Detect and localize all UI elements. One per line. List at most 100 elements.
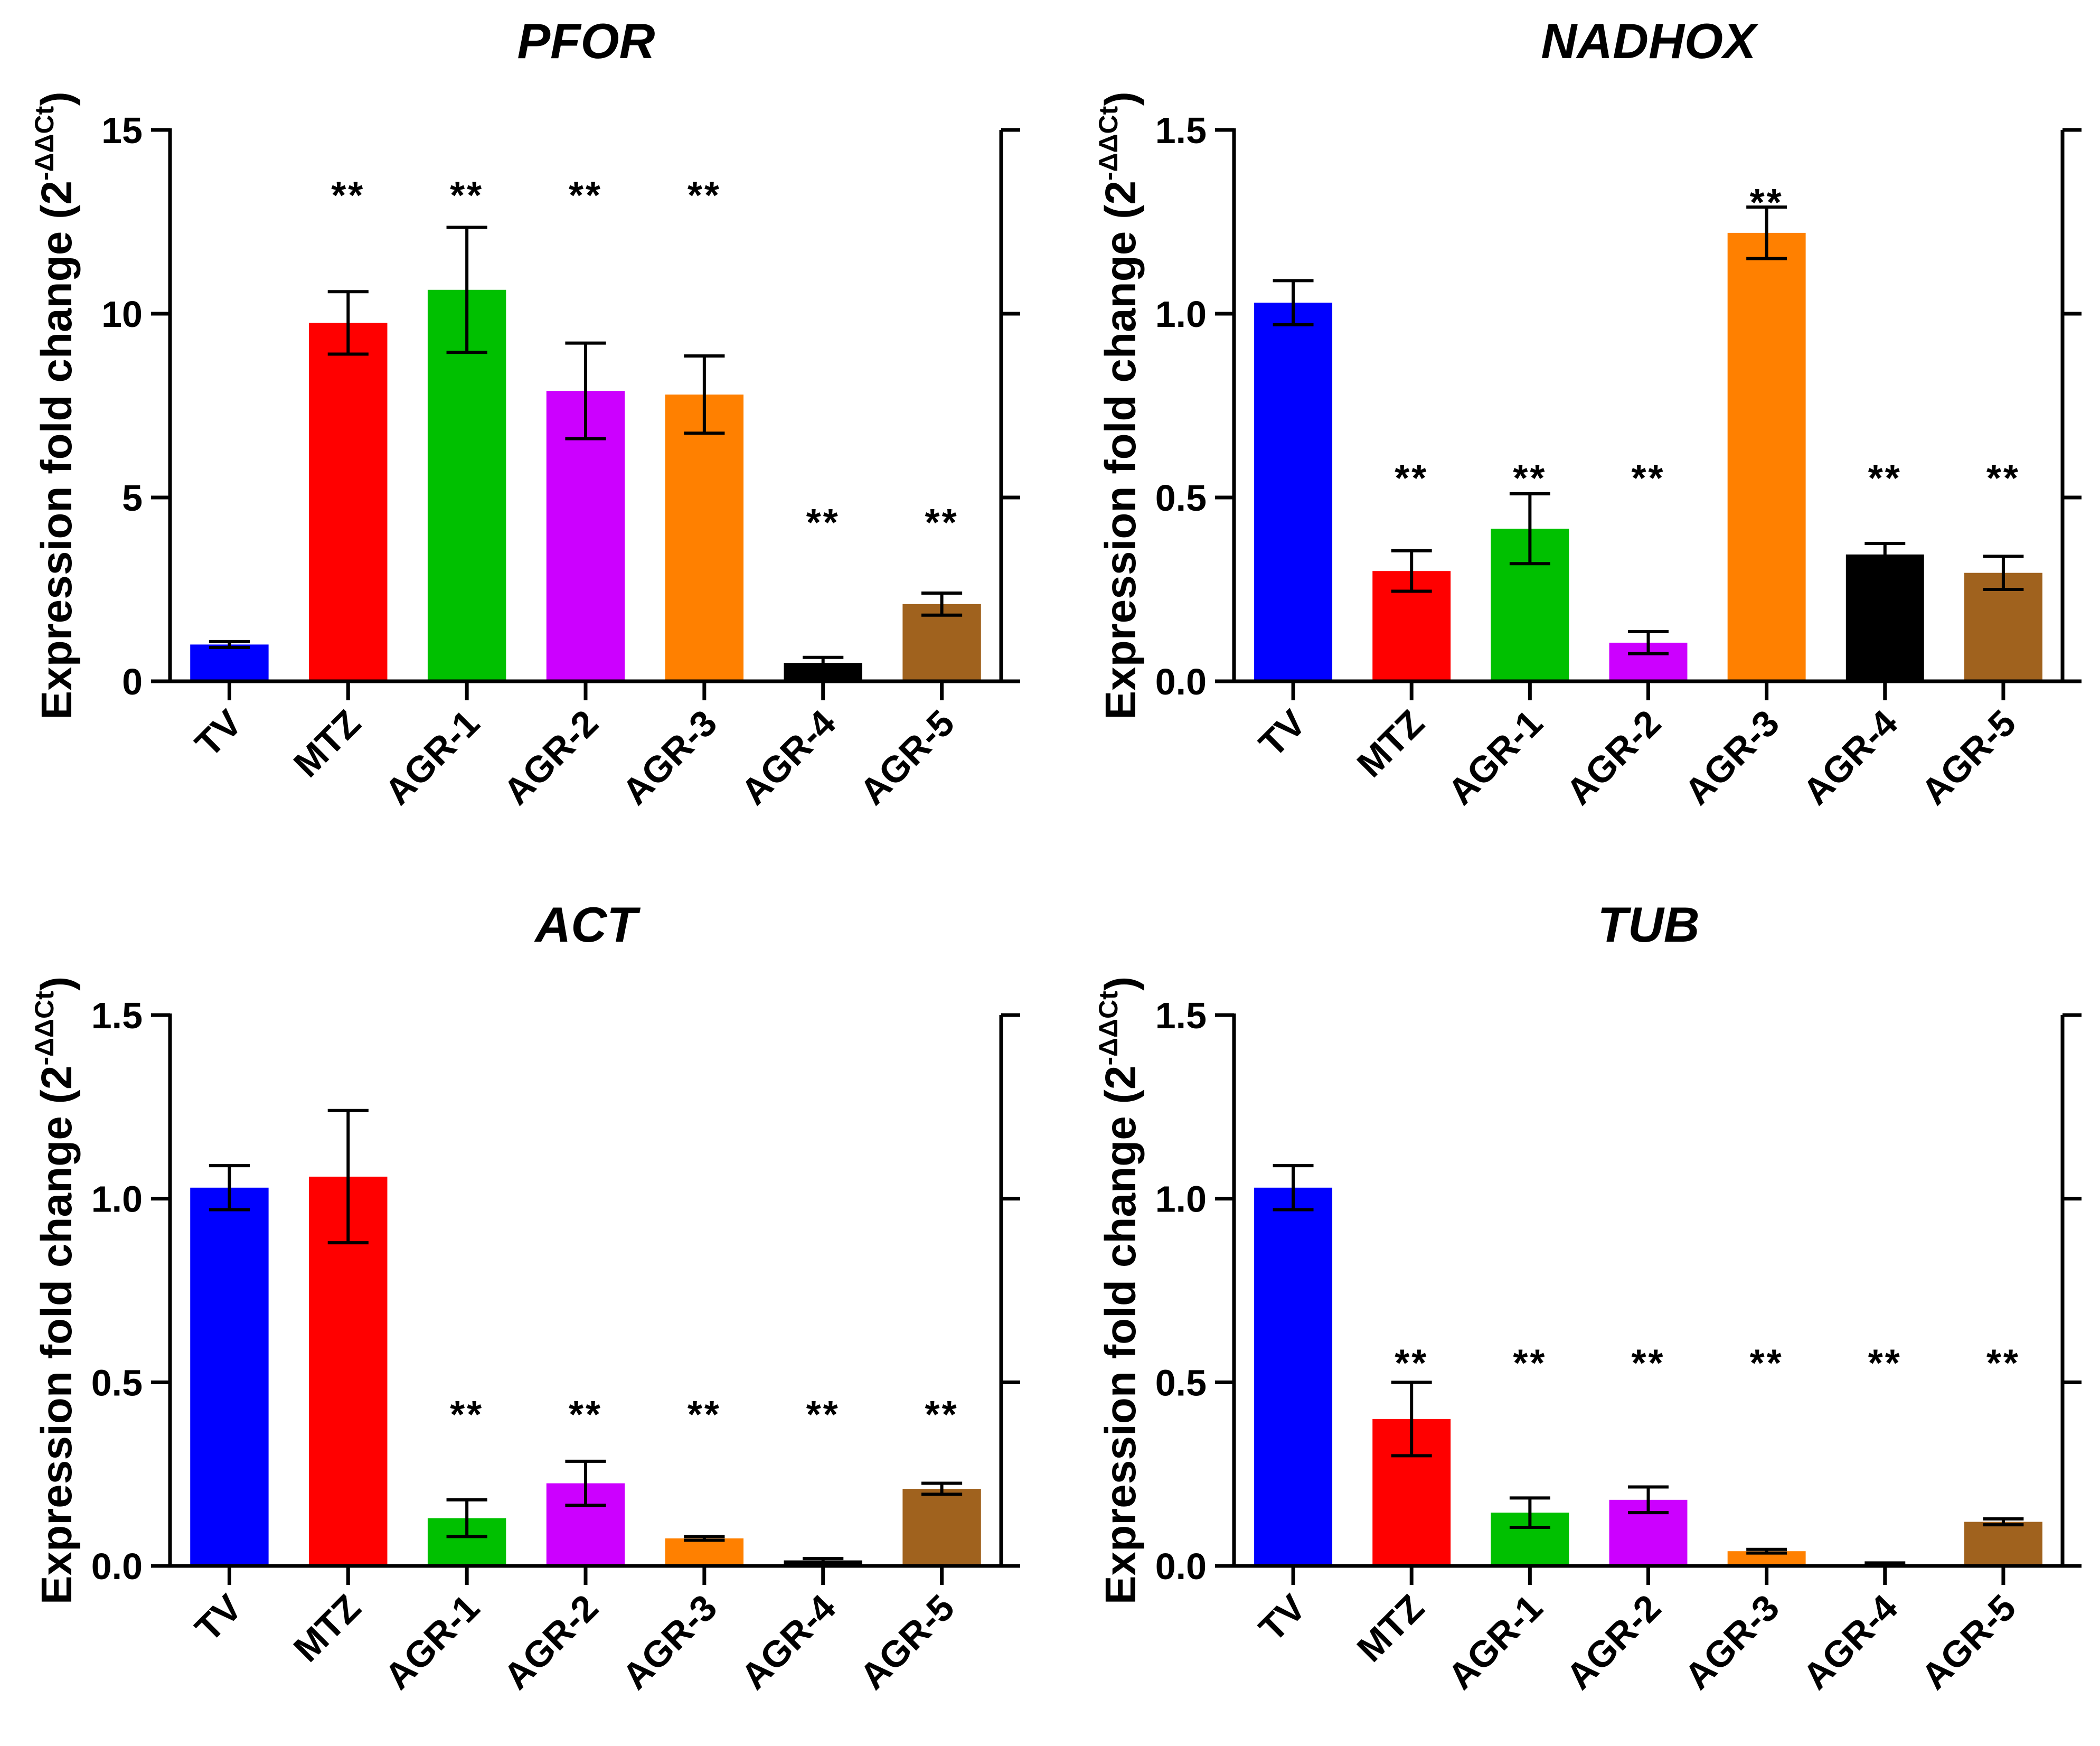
significance-mark: ** [1986,1343,2020,1385]
significance-mark: ** [1868,457,1902,500]
y-tick-label: 1.5 [1155,995,1207,1036]
x-tick-label-agr-4: AGR-4 [1795,702,1905,812]
significance-mark: ** [1513,457,1547,500]
bar-agr-3 [665,395,744,681]
significance-mark: ** [1631,457,1665,500]
x-tick-label-agr-2: AGR-2 [1558,1587,1669,1697]
y-axis-label-close: ) [33,91,81,106]
bar-agr-1 [427,289,506,681]
significance-mark: ** [688,174,721,217]
bar-agr-5 [902,1488,981,1566]
y-tick-label: 0 [122,661,143,702]
x-tick-label-agr-5: AGR-5 [852,1587,962,1697]
significance-mark: ** [1631,1343,1665,1385]
y-axis-label-close: ) [1097,977,1145,991]
y-axis-label-close: ) [1097,91,1145,106]
y-tick-label: 0.0 [1155,661,1207,702]
significance-mark: ** [1868,1343,1902,1385]
bar-tv [190,644,269,681]
y-axis-label-main: Expression fold change (2 [33,181,81,720]
y-tick-label: 1.5 [91,995,143,1036]
y-tick-label: 0.0 [91,1546,143,1587]
significance-mark: ** [450,174,484,217]
x-tick-label-tv: TV [187,702,250,765]
x-tick-label-mtz: MTZ [286,702,369,785]
x-tick-label-agr-1: AGR-1 [1440,1587,1550,1697]
significance-mark: ** [925,1394,959,1436]
x-tick-label-agr-2: AGR-2 [1558,702,1669,812]
y-axis-label: Expression fold change (2-ΔΔCt) [30,977,81,1604]
significance-mark: ** [1395,1343,1428,1385]
y-axis-label: Expression fold change (2-ΔΔCt) [30,91,81,719]
y-axis-label-superscript: -ΔΔCt [1094,991,1123,1066]
y-axis-label-superscript: -ΔΔCt [1094,106,1123,181]
y-tick-label: 1.0 [1155,294,1207,335]
x-tick-label-mtz: MTZ [1349,1587,1432,1669]
x-tick-label-tv: TV [1251,702,1314,765]
bar-agr-3 [665,1538,744,1566]
significance-mark: ** [925,502,959,544]
x-tick-label-agr-4: AGR-4 [733,1587,843,1697]
significance-mark: ** [806,1394,840,1436]
axis-frame [1232,1015,2065,1568]
x-tick-label-agr-3: AGR-3 [614,1587,724,1697]
y-axis-label-main: Expression fold change (2 [1097,1065,1145,1604]
y-axis-label-superscript: -ΔΔCt [30,991,59,1066]
x-tick-label-agr-3: AGR-3 [614,702,724,812]
bar-tv [190,1187,269,1566]
axis-frame [1232,130,2065,683]
x-tick-label-agr-3: AGR-3 [1677,1587,1787,1697]
x-tick-label-mtz: MTZ [1349,702,1432,785]
significance-mark: ** [688,1394,721,1436]
bar-agr-5 [902,604,981,681]
y-tick-label: 0.5 [1155,1362,1207,1403]
x-tick-label-agr-1: AGR-1 [377,702,487,812]
y-tick-label: 5 [122,477,143,519]
bar-tv [1254,1187,1333,1566]
x-tick-label-agr-5: AGR-5 [1913,702,2023,812]
y-tick-label: 1.5 [1155,110,1207,151]
x-tick-label-agr-5: AGR-5 [1913,1587,2023,1697]
bar-mtz [309,323,388,681]
x-tick-label-tv: TV [1251,1587,1314,1649]
bar-agr-5 [1964,1522,2042,1566]
y-tick-label: 10 [101,294,143,335]
x-tick-label-agr-5: AGR-5 [852,702,962,812]
x-tick-label-agr-1: AGR-1 [377,1587,487,1697]
significance-mark: ** [1750,182,1784,224]
significance-mark: ** [1513,1343,1547,1385]
y-axis-label-main: Expression fold change (2 [33,1065,81,1604]
significance-mark: ** [450,1394,484,1436]
significance-mark: ** [331,174,365,217]
chart-title: TUB [1597,897,1699,952]
x-tick-label-agr-1: AGR-1 [1440,702,1550,812]
y-tick-label: 0.0 [1155,1546,1207,1587]
y-tick-label: 15 [101,110,143,151]
bar-agr-3 [1727,232,1806,681]
bar-agr-4 [1845,554,1924,681]
x-tick-label-agr-2: AGR-2 [495,1587,606,1697]
chart-panel-act: ACT Expression fold change (2-ΔΔCt) ** ** **… [30,897,1020,1697]
significance-mark: ** [806,502,840,544]
bar-tv [1254,303,1333,681]
significance-mark: ** [569,174,602,217]
y-tick-label: 1.0 [1155,1179,1207,1220]
significance-mark: ** [1395,457,1428,500]
y-axis-label: Expression fold change (2-ΔΔCt) [1094,91,1145,719]
chart-title: NADHOX [1541,13,1759,69]
y-axis-label-superscript: -ΔΔCt [30,106,59,181]
y-tick-label: 1.0 [91,1179,143,1220]
x-tick-label-mtz: MTZ [286,1587,369,1669]
x-tick-label-agr-3: AGR-3 [1677,702,1787,812]
y-tick-label: 0.5 [91,1362,143,1403]
chart-panel-nadhox: NADHOX Expression fold change (2-ΔΔCt) ** *… [1094,13,2082,813]
significance-mark: ** [1750,1343,1784,1385]
chart-title: PFOR [517,13,655,69]
y-tick-label: 0.5 [1155,477,1207,519]
x-tick-label-tv: TV [187,1587,250,1649]
chart-panel-pfor: PFOR Expression fold change (2-ΔΔCt) ** ** *… [30,13,1020,813]
x-tick-label-agr-4: AGR-4 [1795,1587,1905,1697]
chart-panel-tub: TUB Expression fold change (2-ΔΔCt) ** ** **… [1094,897,2082,1697]
x-tick-label-agr-4: AGR-4 [733,702,843,812]
